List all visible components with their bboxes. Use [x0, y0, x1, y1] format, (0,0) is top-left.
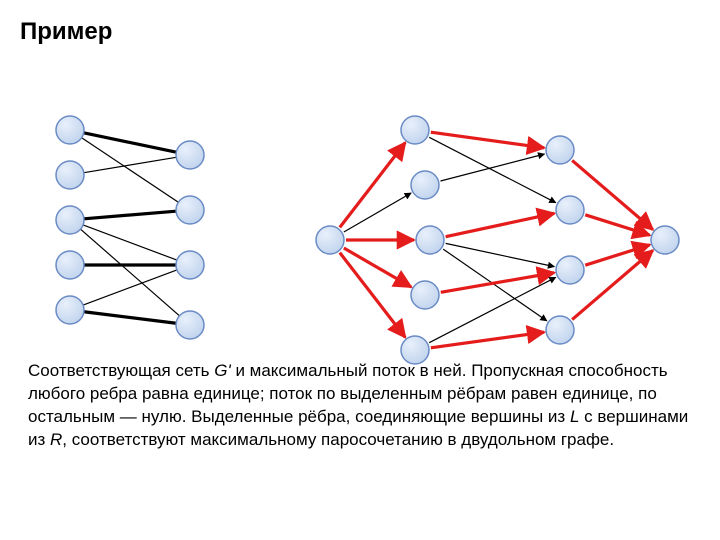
flow-edge [446, 243, 555, 266]
graph-node [316, 226, 344, 254]
flow-edge [344, 193, 411, 232]
cap-r: R [50, 430, 62, 449]
flow-edge [441, 273, 554, 293]
cap-g: G' [214, 361, 230, 380]
graph-node [176, 196, 204, 224]
bipartite-edge [82, 138, 179, 202]
graph-node [416, 226, 444, 254]
flow-edge [431, 132, 544, 148]
diagrams-container [0, 50, 720, 350]
graph-node [411, 281, 439, 309]
flow-edge [344, 248, 411, 287]
graph-svg [0, 50, 720, 370]
slide-title: Пример [20, 18, 112, 46]
bipartite-edge [84, 133, 177, 152]
bipartite-edge [84, 211, 176, 219]
graph-node [56, 251, 84, 279]
bipartite-edge [83, 225, 177, 260]
graph-node [56, 161, 84, 189]
flow-edge [446, 213, 555, 236]
graph-node [176, 251, 204, 279]
graph-node [176, 311, 204, 339]
graph-node [411, 171, 439, 199]
graph-node [56, 206, 84, 234]
flow-edge [572, 160, 653, 229]
graph-node [546, 136, 574, 164]
graph-node [176, 141, 204, 169]
caption-text: Соответствующая сеть G' и максимальный п… [28, 360, 692, 452]
graph-node [651, 226, 679, 254]
graph-node [56, 296, 84, 324]
bipartite-edge [83, 270, 177, 305]
bipartite-edge [84, 312, 176, 324]
graph-node [546, 316, 574, 344]
cap-p1: Соответствующая сеть [28, 361, 214, 380]
flow-edge [340, 143, 405, 228]
flow-edge [443, 249, 547, 321]
flow-edge [431, 332, 544, 348]
flow-edge [572, 250, 653, 319]
graph-node [401, 116, 429, 144]
graph-node [556, 196, 584, 224]
cap-l: L [570, 407, 579, 426]
flow-edge [440, 154, 544, 181]
cap-p4: , соответствуют максимальному паросочета… [62, 430, 614, 449]
graph-node [56, 116, 84, 144]
graph-node [556, 256, 584, 284]
